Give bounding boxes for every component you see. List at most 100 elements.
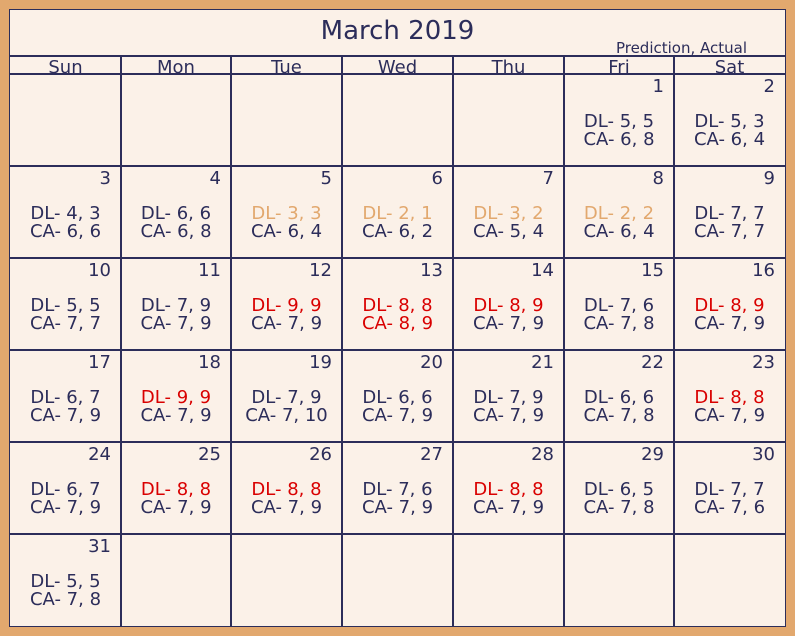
dl-value: DL- 2, 2 <box>583 203 655 224</box>
day-cell: 18 DL- 9, 9 CA- 7, 9 <box>121 352 231 442</box>
day-cell: 10 DL- 5, 5 CA- 7, 7 <box>10 260 121 350</box>
day-cell: 13 DL- 8, 8 CA- 8, 9 <box>342 260 453 350</box>
day-number: 13 <box>420 260 443 281</box>
dl-value: DL- 6, 7 <box>30 479 101 500</box>
dl-value: DL- 5, 5 <box>30 295 101 316</box>
day-number: 8 <box>652 168 664 189</box>
day-cell: 3 DL- 4, 3 CA- 6, 6 <box>10 168 121 258</box>
ca-value: CA- 7, 7 <box>693 221 766 242</box>
day-cell: 24 DL- 6, 7 CA- 7, 9 <box>10 444 121 534</box>
day-number: 20 <box>420 352 443 373</box>
day-cell: 7 DL- 3, 2 CA- 5, 4 <box>453 168 564 258</box>
ca-value: CA- 7, 7 <box>29 313 102 334</box>
ca-value: CA- 7, 9 <box>140 497 212 518</box>
day-number: 18 <box>198 352 221 373</box>
day-cell: 8 DL- 2, 2 CA- 6, 4 <box>564 168 674 258</box>
day-number: 22 <box>641 352 664 373</box>
day-cell: 5 DL- 3, 3 CA- 6, 4 <box>231 168 342 258</box>
day-number: 24 <box>88 444 111 465</box>
grid-vline <box>341 56 343 626</box>
grid-hline <box>10 165 785 167</box>
ca-value: CA- 7, 10 <box>245 405 328 426</box>
dl-value: DL- 5, 5 <box>30 571 101 592</box>
dl-value: DL- 7, 9 <box>140 295 212 316</box>
dl-value: DL- 5, 3 <box>694 111 765 132</box>
day-cell: 14 DL- 8, 9 CA- 7, 9 <box>453 260 564 350</box>
dl-value: DL- 6, 6 <box>362 387 433 408</box>
day-number: 9 <box>763 168 775 189</box>
day-cell: 2 DL- 5, 3 CA- 6, 4 <box>674 76 785 166</box>
day-number: 17 <box>88 352 111 373</box>
dl-value: DL- 2, 1 <box>362 203 433 224</box>
ca-value: CA- 7, 9 <box>361 405 434 426</box>
dl-value: DL- 6, 6 <box>140 203 212 224</box>
day-cell: 27 DL- 7, 6 CA- 7, 9 <box>342 444 453 534</box>
day-cell: 22 DL- 6, 6 CA- 7, 8 <box>564 352 674 442</box>
dl-value: DL- 6, 6 <box>583 387 655 408</box>
ca-value: CA- 6, 4 <box>693 129 766 150</box>
ca-value: CA- 7, 8 <box>29 589 102 610</box>
weekday-header-wed: Wed <box>377 57 418 78</box>
day-number: 3 <box>99 168 111 189</box>
ca-value: CA- 7, 9 <box>693 313 766 334</box>
grid-vline <box>673 56 675 626</box>
legend-text: Prediction, Actual <box>615 39 747 57</box>
dl-value: DL- 7, 6 <box>362 479 433 500</box>
ca-value: CA- 7, 8 <box>583 313 655 334</box>
grid-vline <box>120 56 122 626</box>
ca-value: CA- 7, 9 <box>472 313 545 334</box>
day-cell: 4 DL- 6, 6 CA- 6, 8 <box>121 168 231 258</box>
dl-value: DL- 7, 9 <box>251 387 322 408</box>
dl-value: DL- 7, 7 <box>694 479 765 500</box>
day-cell: 19 DL- 7, 9 CA- 7, 10 <box>231 352 342 442</box>
grid-vline <box>230 56 232 626</box>
ca-value: CA- 7, 9 <box>693 405 766 426</box>
calendar-title: March 2019 <box>320 16 475 46</box>
weekday-header-fri: Fri <box>608 57 630 78</box>
weekday-header-sun: Sun <box>48 57 83 78</box>
day-number: 15 <box>641 260 664 281</box>
dl-value: DL- 6, 5 <box>583 479 655 500</box>
day-number: 30 <box>752 444 775 465</box>
dl-value: DL- 3, 2 <box>473 203 544 224</box>
ca-value: CA- 7, 9 <box>29 405 102 426</box>
day-cell: 12 DL- 9, 9 CA- 7, 9 <box>231 260 342 350</box>
calendar-frame: March 2019 Prediction, Actual Sun Mon Tue W… <box>9 9 786 627</box>
day-number: 2 <box>763 76 775 97</box>
grid-hline <box>10 73 785 75</box>
day-cell: 9 DL- 7, 7 CA- 7, 7 <box>674 168 785 258</box>
day-number: 19 <box>309 352 332 373</box>
ca-value: CA- 7, 9 <box>140 313 212 334</box>
dl-value: DL- 5, 5 <box>583 111 655 132</box>
grid-vline <box>563 56 565 626</box>
day-cell: 21 DL- 7, 9 CA- 7, 9 <box>453 352 564 442</box>
ca-value: CA- 7, 8 <box>583 497 655 518</box>
day-cell: 6 DL- 2, 1 CA- 6, 2 <box>342 168 453 258</box>
day-number: 11 <box>198 260 221 281</box>
day-number: 1 <box>652 76 664 97</box>
ca-value: CA- 7, 9 <box>361 497 434 518</box>
day-number: 26 <box>309 444 332 465</box>
day-number: 25 <box>198 444 221 465</box>
day-number: 21 <box>531 352 554 373</box>
day-cell: 1 DL- 5, 5 CA- 6, 8 <box>564 76 674 166</box>
dl-value: DL- 4, 3 <box>30 203 101 224</box>
day-number: 4 <box>209 168 221 189</box>
grid-hline <box>10 55 785 57</box>
ca-value: CA- 6, 4 <box>250 221 323 242</box>
dl-value: DL- 7, 7 <box>694 203 765 224</box>
weekday-header-mon: Mon <box>157 57 195 78</box>
day-number: 28 <box>531 444 554 465</box>
ca-value: CA- 8, 9 <box>361 313 434 334</box>
dl-value: DL- 7, 6 <box>583 295 655 316</box>
ca-value: CA- 7, 9 <box>250 497 323 518</box>
dl-value: DL- 8, 8 <box>140 479 212 500</box>
day-cell: 26 DL- 8, 8 CA- 7, 9 <box>231 444 342 534</box>
day-cell: 28 DL- 8, 8 CA- 7, 9 <box>453 444 564 534</box>
ca-value: CA- 6, 8 <box>140 221 212 242</box>
grid-hline <box>10 257 785 259</box>
ca-value: CA- 7, 8 <box>583 405 655 426</box>
day-cell: 25 DL- 8, 8 CA- 7, 9 <box>121 444 231 534</box>
day-number: 14 <box>531 260 554 281</box>
ca-value: CA- 7, 9 <box>250 313 323 334</box>
